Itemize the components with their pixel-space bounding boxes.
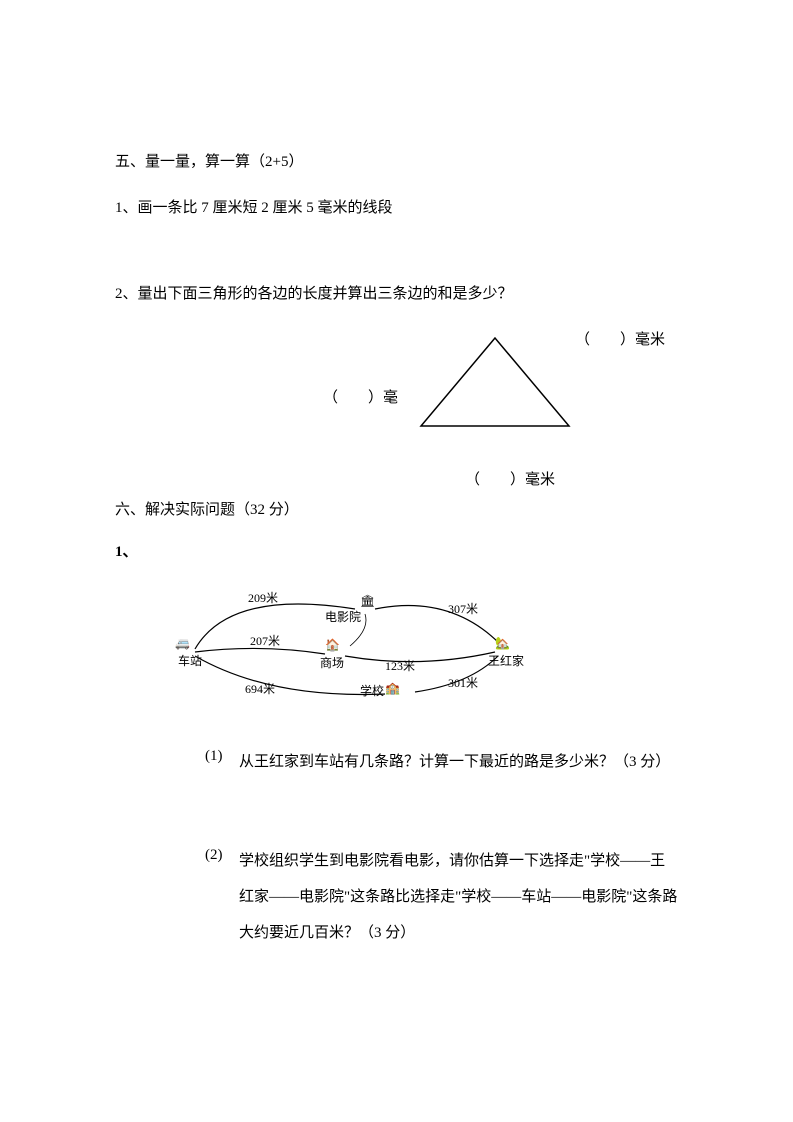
triangle-label-bottom: （ ）毫米: [465, 468, 555, 492]
home-label: 王红家: [488, 652, 524, 671]
edge-d3: 207米: [250, 632, 280, 651]
edge-d5: 694米: [245, 680, 275, 699]
edge-d4: 123米: [385, 657, 415, 676]
mall-icon: 🏠: [325, 636, 340, 655]
question-5-1: 1、画一条比 7 厘米短 2 厘米 5 毫米的线段: [115, 196, 678, 220]
answer-space-sub1: [115, 798, 678, 843]
triangle-shape: [415, 336, 575, 431]
sub-question-1: (1) 从王红家到车站有几条路？计算一下最近的路是多少米？（3 分）: [205, 744, 678, 780]
cinema-label: 电影院: [325, 608, 361, 627]
edge-d2: 307米: [448, 600, 478, 619]
edge-d1: 209米: [248, 589, 278, 608]
school-icon: 🏫: [385, 679, 400, 698]
section-5-header: 五、量一量，算一算（2+5）: [115, 150, 678, 174]
section-6-header: 六、解决实际问题（32 分）: [115, 498, 678, 522]
mall-label: 商场: [320, 654, 344, 673]
sub-q2-num: (2): [205, 843, 239, 951]
station-icon: 🚐: [175, 634, 190, 653]
cinema-icon: 🏛: [360, 592, 375, 611]
triangle-label-left: （ ）毫: [323, 386, 398, 410]
school-label: 学校: [360, 682, 384, 701]
map-diagram: 🚐 车站 🏛 电影院 🏠 商场 🏫 学校 🏡 王红家 209米 307米 207…: [170, 574, 550, 724]
sub-q2-text: 学校组织学生到电影院看电影，请你估算一下选择走"学校——王红家——电影院"这条路…: [239, 843, 678, 951]
answer-space-5-1: [115, 242, 678, 282]
sub-q1-text: 从王红家到车站有几条路？计算一下最近的路是多少米？（3 分）: [239, 744, 678, 780]
station-label: 车站: [178, 652, 202, 671]
edge-d6: 301米: [448, 674, 478, 693]
home-icon: 🏡: [495, 634, 510, 653]
question-6-1: 1、: [115, 540, 678, 564]
sub-q1-num: (1): [205, 744, 239, 780]
triangle-diagram: （ ）毫米 （ ）毫 （ ）毫米: [115, 328, 678, 488]
triangle-label-right: （ ）毫米: [575, 328, 665, 352]
question-5-2: 2、量出下面三角形的各边的长度并算出三条边的和是多少？: [115, 282, 678, 306]
sub-question-2: (2) 学校组织学生到电影院看电影，请你估算一下选择走"学校——王红家——电影院…: [205, 843, 678, 951]
